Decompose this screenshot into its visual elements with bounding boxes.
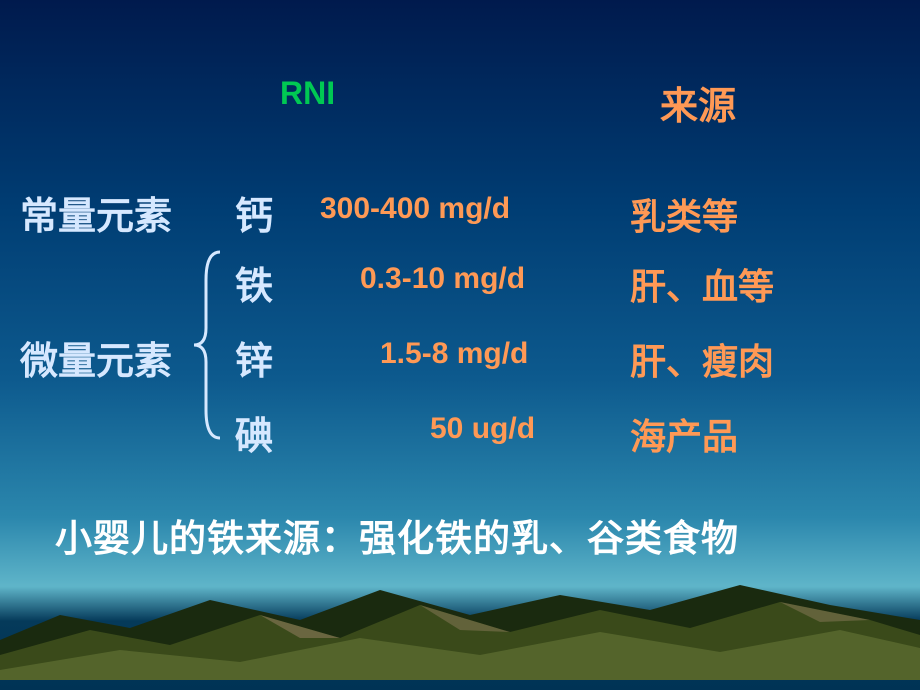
slide-container: RNI 来源 常量元素 微量元素 钙 铁 锌 碘 300-400 mg/d 0.… (0, 0, 920, 690)
element-zinc-source: 肝、瘦肉 (630, 333, 774, 385)
element-iron-rni: 0.3-10 mg/d (360, 262, 525, 296)
element-calcium-source: 乳类等 (630, 188, 738, 240)
element-iodine-rni: 50 ug/d (430, 412, 535, 446)
element-iron-source: 肝、血等 (630, 258, 774, 310)
element-calcium-rni: 300-400 mg/d (320, 192, 510, 226)
brace-icon (190, 250, 228, 440)
element-iodine-name: 碘 (235, 405, 273, 460)
category-macro-label: 常量元素 (20, 185, 172, 240)
element-zinc-rni: 1.5-8 mg/d (380, 337, 528, 371)
mountain-backdrop (0, 560, 920, 680)
element-zinc-name: 锌 (235, 330, 273, 385)
element-iodine-source: 海产品 (630, 408, 738, 460)
element-iron-name: 铁 (235, 255, 273, 310)
category-micro-label: 微量元素 (20, 330, 172, 385)
source-column-header: 来源 (660, 75, 736, 130)
element-calcium-name: 钙 (235, 185, 273, 240)
rni-column-header: RNI (280, 75, 335, 112)
footer-note: 小婴儿的铁来源：强化铁的乳、谷类食物 (55, 508, 739, 562)
